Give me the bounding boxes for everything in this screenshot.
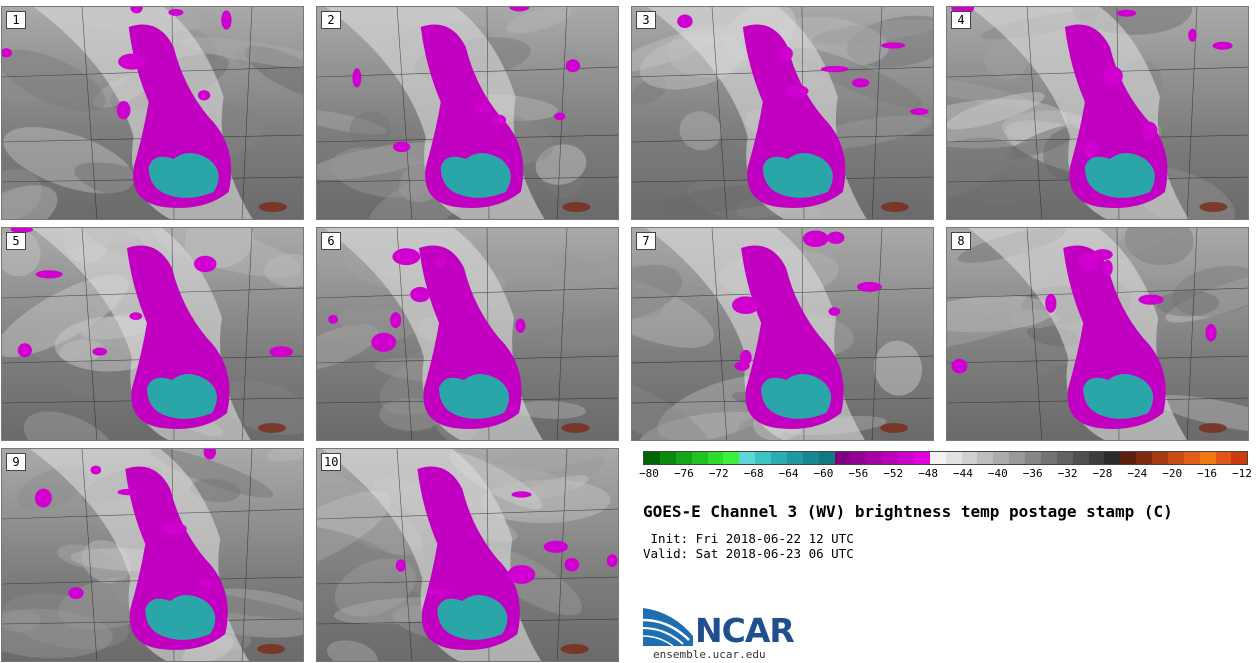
colorbar-tick-label: −36 <box>1022 467 1043 480</box>
panel-number: 7 <box>636 232 656 250</box>
colorbar-segment <box>691 452 708 464</box>
colorbar-segment <box>1056 452 1073 464</box>
postage-stamp-panel: 3 <box>631 6 934 220</box>
figure-title: GOES-E Channel 3 (WV) brightness temp po… <box>643 502 1173 521</box>
colorbar-tick-label: −40 <box>987 467 1008 480</box>
colorbar-tick-label: −52 <box>883 467 904 480</box>
panel-number: 10 <box>321 453 342 471</box>
colorbar-segment <box>977 452 994 464</box>
panel-number: 3 <box>636 11 656 29</box>
colorbar-tick-label: −72 <box>708 467 729 480</box>
colorbar <box>643 451 1248 465</box>
colorbar-segment <box>659 452 676 464</box>
panel-number: 1 <box>6 11 26 29</box>
panel-number: 2 <box>321 11 341 29</box>
init-time: Init: Fri 2018-06-22 12 UTC <box>643 531 854 546</box>
colorbar-segment <box>1025 452 1041 464</box>
colorbar-segment <box>929 452 946 464</box>
panel-number: 4 <box>951 11 971 29</box>
colorbar-tick-label: −44 <box>953 467 973 480</box>
postage-stamp-panel: 10 <box>316 448 619 662</box>
colorbar-segment <box>913 452 930 464</box>
colorbar-segment <box>802 452 819 464</box>
postage-stamp-panel: 8 <box>946 227 1249 441</box>
colorbar-segment <box>818 452 835 464</box>
ncar-logo-icon <box>643 608 693 646</box>
colorbar-segment <box>739 452 756 464</box>
colorbar-segment <box>707 452 724 464</box>
colorbar-segment <box>834 452 851 464</box>
colorbar-tick-label: −32 <box>1057 467 1078 480</box>
colorbar-segment <box>723 452 740 464</box>
postage-stamp-panel: 6 <box>316 227 619 441</box>
colorbar-tick-label: −20 <box>1162 467 1183 480</box>
colorbar-segment <box>1199 452 1216 464</box>
colorbar-tick-label: −16 <box>1197 467 1218 480</box>
colorbar-segment <box>1120 452 1137 464</box>
colorbar-segment <box>675 452 692 464</box>
panel-number: 5 <box>6 232 26 250</box>
colorbar-tick-label: −76 <box>673 467 694 480</box>
colorbar-segment <box>945 452 962 464</box>
colorbar-tick-label: −68 <box>743 467 764 480</box>
colorbar-segment <box>1088 452 1105 464</box>
colorbar-segment <box>1040 452 1057 464</box>
colorbar-tick-label: −48 <box>918 467 938 480</box>
panel-number: 6 <box>321 232 341 250</box>
colorbar-segment <box>961 452 978 464</box>
panel-number: 8 <box>951 232 971 250</box>
colorbar-tick-label: −56 <box>848 467 869 480</box>
colorbar-segment <box>1231 452 1248 464</box>
ncar-logo-text: NCAR <box>695 611 795 650</box>
colorbar-tick-label: −64 <box>778 467 799 480</box>
postage-stamp-panel: 9 <box>1 448 304 662</box>
colorbar-tick-label: −80 <box>639 467 659 480</box>
colorbar-segment <box>644 452 660 464</box>
colorbar-segment <box>1136 452 1152 464</box>
colorbar-segment <box>1009 452 1025 464</box>
colorbar-tick-label: −12 <box>1232 467 1252 480</box>
valid-time: Valid: Sat 2018-06-23 06 UTC <box>643 546 854 561</box>
postage-stamp-panel: 5 <box>1 227 304 441</box>
colorbar-segment <box>1152 452 1168 464</box>
colorbar-segment <box>1215 452 1232 464</box>
postage-stamp-panel: 1 <box>1 6 304 220</box>
colorbar-ticks: −80 −76 −72 −68 −64 −60 −56 −52 −48 −44 −40 −36 −32 −… <box>639 467 1252 483</box>
colorbar-tick-label: −28 <box>1092 467 1113 480</box>
colorbar-tick-label: −24 <box>1127 467 1148 480</box>
colorbar-segment <box>866 452 883 464</box>
colorbar-segment <box>882 452 898 464</box>
postage-stamp-panel: 4 <box>946 6 1249 220</box>
panel-number: 9 <box>6 453 26 471</box>
colorbar-segment <box>850 452 867 464</box>
colorbar-segment <box>1183 452 1200 464</box>
postage-stamp-panel: 2 <box>316 6 619 220</box>
colorbar-tick-label: −60 <box>813 467 834 480</box>
colorbar-segment <box>1072 452 1089 464</box>
colorbar-segment <box>993 452 1010 464</box>
colorbar-segment <box>786 452 803 464</box>
postage-stamp-panel: 7 <box>631 227 934 441</box>
colorbar-segment <box>1104 452 1121 464</box>
ensemble-url: ensemble.ucar.edu <box>653 648 766 661</box>
colorbar-segment <box>771 452 787 464</box>
colorbar-segment <box>755 452 771 464</box>
colorbar-segment <box>1167 452 1184 464</box>
colorbar-segment <box>898 452 914 464</box>
